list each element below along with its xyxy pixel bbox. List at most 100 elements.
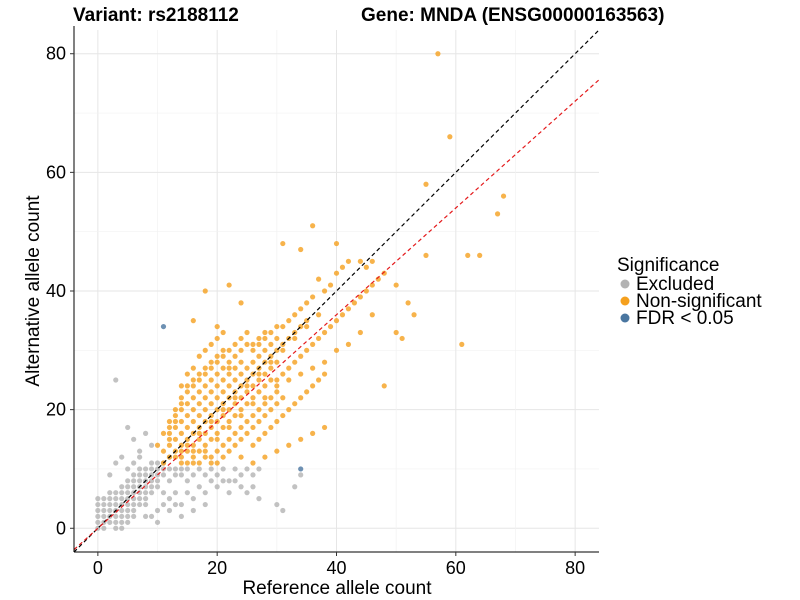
point-excluded (166, 507, 173, 514)
point-non-significant (274, 418, 280, 425)
point-non-significant (262, 371, 268, 377)
point-non-significant (208, 401, 214, 407)
point-non-significant (435, 51, 441, 57)
point-non-significant (154, 442, 161, 448)
point-non-significant (220, 347, 226, 353)
point-excluded (142, 501, 149, 508)
point-non-significant (184, 389, 190, 395)
point-non-significant (268, 341, 274, 347)
point-non-significant (274, 335, 280, 342)
point-non-significant (172, 418, 179, 425)
point-non-significant (214, 436, 220, 442)
point-non-significant (178, 454, 184, 460)
point-excluded (232, 466, 238, 472)
point-excluded (142, 466, 149, 472)
point-non-significant (363, 288, 369, 294)
point-non-significant (178, 401, 184, 407)
point-non-significant (316, 276, 322, 282)
point-non-significant (226, 383, 232, 389)
point-excluded (101, 507, 107, 514)
point-non-significant (184, 401, 190, 407)
point-non-significant (345, 341, 352, 347)
point-excluded (160, 501, 167, 508)
point-non-significant (345, 258, 352, 264)
point-non-significant (369, 282, 375, 288)
point-excluded (148, 442, 155, 448)
point-excluded (113, 525, 119, 531)
point-excluded (107, 490, 113, 496)
point-non-significant (190, 448, 196, 454)
point-non-significant (256, 407, 262, 413)
point-non-significant (220, 442, 226, 448)
point-excluded (274, 501, 280, 508)
point-non-significant (226, 359, 232, 365)
point-non-significant (214, 448, 220, 454)
point-non-significant (381, 383, 387, 389)
point-non-significant (184, 460, 190, 466)
point-excluded (196, 466, 202, 472)
x-tick-label: 0 (93, 558, 103, 578)
point-excluded (137, 501, 143, 508)
point-excluded (125, 424, 131, 431)
point-non-significant (232, 442, 238, 448)
point-non-significant (250, 442, 256, 448)
point-non-significant (357, 258, 363, 264)
point-excluded (196, 484, 202, 490)
point-excluded (119, 484, 125, 490)
point-non-significant (196, 430, 202, 436)
point-non-significant (196, 371, 202, 377)
point-excluded (101, 496, 107, 502)
point-non-significant (244, 365, 250, 371)
point-non-significant (286, 407, 292, 413)
point-non-significant (423, 252, 429, 259)
point-excluded (202, 490, 208, 496)
point-non-significant (232, 341, 238, 347)
point-non-significant (262, 454, 268, 460)
point-non-significant (190, 442, 196, 448)
point-non-significant (477, 252, 483, 259)
point-non-significant (190, 365, 196, 371)
point-non-significant (202, 430, 208, 436)
point-non-significant (208, 418, 214, 425)
point-excluded (154, 484, 161, 490)
point-non-significant (208, 454, 214, 460)
point-non-significant (178, 448, 184, 454)
point-non-significant (226, 347, 232, 353)
point-non-significant (190, 383, 196, 389)
point-non-significant (268, 365, 274, 371)
point-non-significant (256, 335, 262, 342)
point-non-significant (244, 383, 250, 389)
point-fdr-0-05 (298, 466, 304, 472)
point-excluded (119, 454, 125, 460)
point-excluded (95, 507, 101, 514)
point-non-significant (369, 258, 375, 264)
point-non-significant (208, 377, 214, 383)
point-non-significant (310, 223, 316, 229)
point-excluded (101, 501, 107, 508)
point-non-significant (208, 460, 214, 466)
point-non-significant (190, 460, 196, 466)
point-non-significant (310, 341, 316, 347)
point-excluded (125, 490, 131, 496)
point-non-significant (292, 335, 298, 342)
point-excluded (208, 466, 214, 472)
point-non-significant (262, 335, 268, 342)
point-non-significant (196, 412, 202, 419)
point-non-significant (262, 401, 268, 407)
point-non-significant (220, 454, 226, 460)
point-excluded (292, 484, 298, 490)
point-non-significant (304, 300, 310, 306)
point-non-significant (423, 181, 429, 187)
point-excluded (208, 478, 214, 484)
point-non-significant (256, 371, 262, 377)
point-non-significant (459, 341, 465, 347)
point-non-significant (238, 412, 244, 419)
point-non-significant (256, 436, 262, 442)
point-non-significant (196, 436, 202, 442)
point-excluded (119, 490, 125, 496)
point-non-significant (202, 383, 208, 389)
point-non-significant (298, 395, 304, 401)
point-non-significant (202, 407, 208, 413)
point-non-significant (280, 240, 286, 247)
